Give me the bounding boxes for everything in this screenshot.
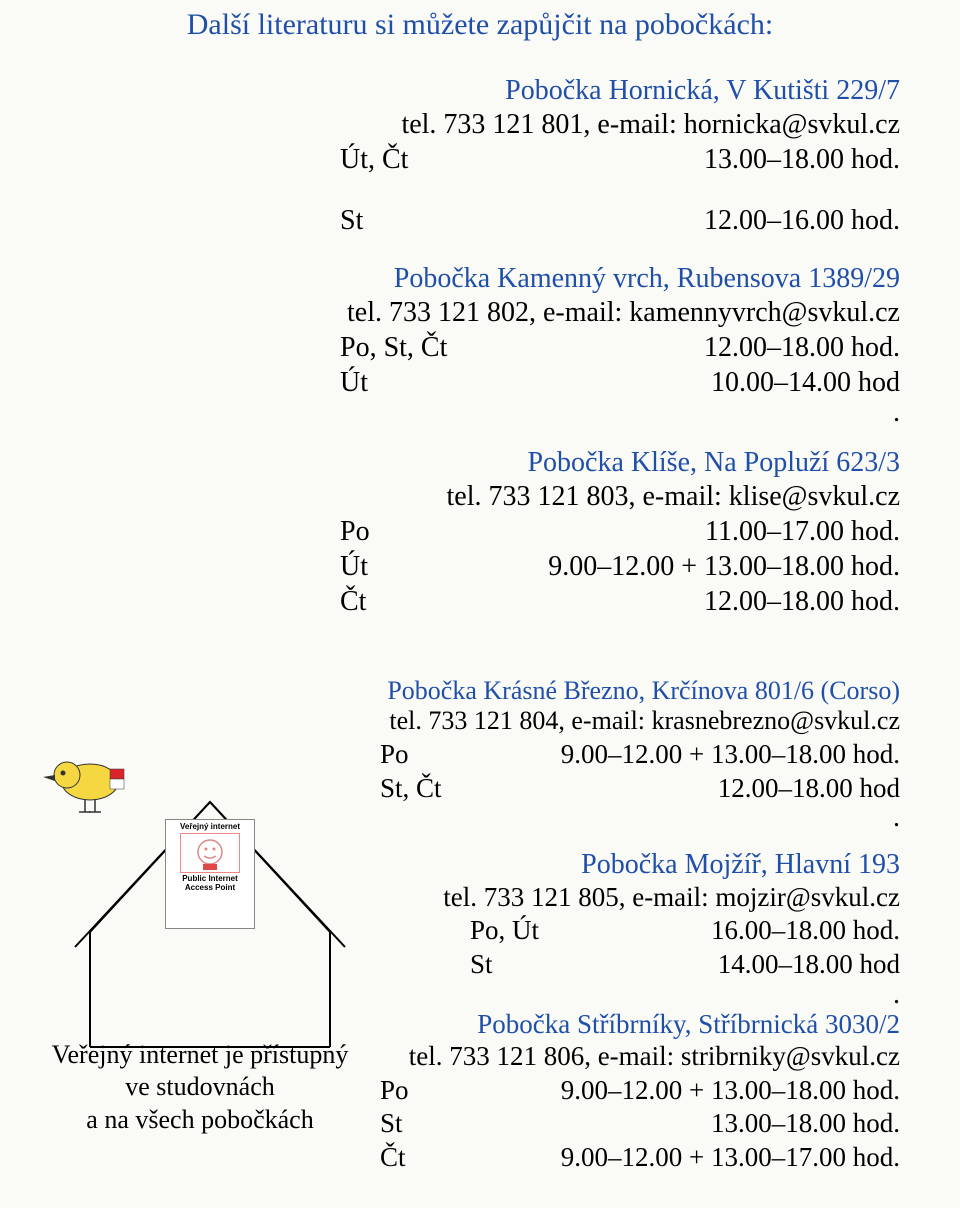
- branch-kamenny-vrch: Pobočka Kamenný vrch, Rubensova 1389/29 …: [60, 264, 900, 424]
- hours-row: St, Čt 12.00–18.00 hod: [380, 772, 900, 806]
- branch-stribrniky: Pobočka Stříbrníky, Stříbrnická 3030/2 t…: [370, 1010, 900, 1175]
- branch-hornicka: Pobočka Hornická, V Kutišti 229/7 tel. 7…: [60, 76, 900, 177]
- trailing-dot: .: [370, 807, 900, 829]
- branch-contact: tel. 733 121 805, e-mail: mojzir@svkul.c…: [370, 881, 900, 915]
- hours-row: Po, St, Čt 12.00–18.00 hod.: [340, 330, 900, 365]
- branch-title: Pobočka Krásné Březno, Krčínova 801/6 (C…: [370, 677, 900, 706]
- hours-row: Út 10.00–14.00 hod: [340, 365, 900, 400]
- branch-title: Pobočka Mojžíř, Hlavní 193: [370, 850, 900, 881]
- hours-row: St 12.00–16.00 hod.: [340, 203, 900, 238]
- hours-day: Čt: [340, 584, 500, 619]
- branch-title: Pobočka Stříbrníky, Stříbrnická 3030/2: [370, 1010, 900, 1040]
- house-graphic: Veřejný internet Public Internet Access …: [60, 727, 360, 1057]
- page-title: Další literaturu si můžete zapůjčit na p…: [60, 8, 900, 42]
- hours-day: Po: [340, 514, 500, 549]
- hours-time: 9.00–12.00 + 13.00–18.00 hod.: [500, 549, 900, 584]
- hours-time: 9.00–12.00 + 13.00–18.00 hod.: [500, 738, 900, 772]
- lower-branches-column: Pobočka Krásné Březno, Krčínova 801/6 (C…: [370, 677, 900, 1175]
- hours-day: Út, Čt: [340, 142, 500, 177]
- branch-hornicka-st: St 12.00–16.00 hod.: [340, 203, 900, 238]
- hours-day: St, Čt: [380, 772, 500, 806]
- hours-day: Po, St, Čt: [340, 330, 500, 365]
- hours-time: 14.00–18.00 hod: [610, 948, 900, 982]
- hours-time: 13.00–18.00 hod.: [480, 1107, 900, 1141]
- hours-row: St 14.00–18.00 hod: [470, 948, 900, 982]
- hours-day: Čt: [380, 1141, 480, 1175]
- branch-mojzir: Pobočka Mojžíř, Hlavní 193 tel. 733 121 …: [370, 850, 900, 1006]
- branch-klise: Pobočka Klíše, Na Popluží 623/3 tel. 733…: [60, 448, 900, 619]
- bird-icon: [35, 737, 145, 817]
- hours-row: St 13.00–18.00 hod.: [380, 1107, 900, 1141]
- smiley-icon: [180, 833, 240, 873]
- branch-contact: tel. 733 121 804, e-mail: krasnebrezno@s…: [370, 705, 900, 738]
- hours-time: 16.00–18.00 hod.: [610, 914, 900, 948]
- hours-time: 12.00–18.00 hod: [500, 772, 900, 806]
- hours-row: Čt 12.00–18.00 hod.: [340, 584, 900, 619]
- house-graphic-column: Veřejný internet Public Internet Access …: [60, 677, 370, 1175]
- hours-time: 12.00–16.00 hod.: [500, 203, 900, 238]
- hours-day: Po, Út: [470, 914, 610, 948]
- branch-contact: tel. 733 121 802, e-mail: kamennyvrch@sv…: [60, 295, 900, 330]
- badge-cs-label: Veřejný internet: [168, 822, 252, 831]
- hours-time: 11.00–17.00 hod.: [500, 514, 900, 549]
- lower-section: Veřejný internet Public Internet Access …: [60, 677, 900, 1175]
- badge-en-label-2: Access Point: [168, 884, 252, 893]
- branch-contact: tel. 733 121 801, e-mail: hornicka@svkul…: [60, 107, 900, 142]
- trailing-dot: .: [370, 984, 900, 1006]
- hours-day: Út: [340, 365, 500, 400]
- hours-time: 10.00–14.00 hod: [500, 365, 900, 400]
- branch-title: Pobočka Klíše, Na Popluží 623/3: [60, 448, 900, 479]
- branch-krasne-brezno: Pobočka Krásné Březno, Krčínova 801/6 (C…: [370, 677, 900, 830]
- hours-row: Út, Čt 13.00–18.00 hod.: [340, 142, 900, 177]
- hours-time: 12.00–18.00 hod.: [500, 330, 900, 365]
- note-line: ve studovnách: [30, 1071, 370, 1104]
- hours-day: Po: [380, 1074, 480, 1108]
- hours-row: Út 9.00–12.00 + 13.00–18.00 hod.: [340, 549, 900, 584]
- hours-day: Po: [380, 738, 500, 772]
- hours-day: St: [470, 948, 610, 982]
- hours-row: Po 11.00–17.00 hod.: [340, 514, 900, 549]
- branch-title: Pobočka Hornická, V Kutišti 229/7: [60, 76, 900, 107]
- hours-day: St: [380, 1107, 480, 1141]
- trailing-dot: .: [60, 402, 900, 424]
- branch-contact: tel. 733 121 803, e-mail: klise@svkul.cz: [60, 479, 900, 514]
- hours-time: 9.00–12.00 + 13.00–17.00 hod.: [480, 1141, 900, 1175]
- hours-time: 9.00–12.00 + 13.00–18.00 hod.: [480, 1074, 900, 1108]
- hours-time: 12.00–18.00 hod.: [500, 584, 900, 619]
- hours-row: Po 9.00–12.00 + 13.00–18.00 hod.: [380, 738, 900, 772]
- branch-contact: tel. 733 121 806, e-mail: stribrniky@svk…: [370, 1040, 900, 1074]
- hours-day: Út: [340, 549, 500, 584]
- public-internet-badge: Veřejný internet Public Internet Access …: [165, 819, 255, 929]
- hours-time: 13.00–18.00 hod.: [500, 142, 900, 177]
- hours-row: Po 9.00–12.00 + 13.00–18.00 hod.: [380, 1074, 900, 1108]
- branch-title: Pobočka Kamenný vrch, Rubensova 1389/29: [60, 264, 900, 295]
- note-line: a na všech pobočkách: [30, 1104, 370, 1137]
- hours-day: St: [340, 203, 500, 238]
- hours-row: Čt 9.00–12.00 + 13.00–17.00 hod.: [380, 1141, 900, 1175]
- hours-row: Po, Út 16.00–18.00 hod.: [470, 914, 900, 948]
